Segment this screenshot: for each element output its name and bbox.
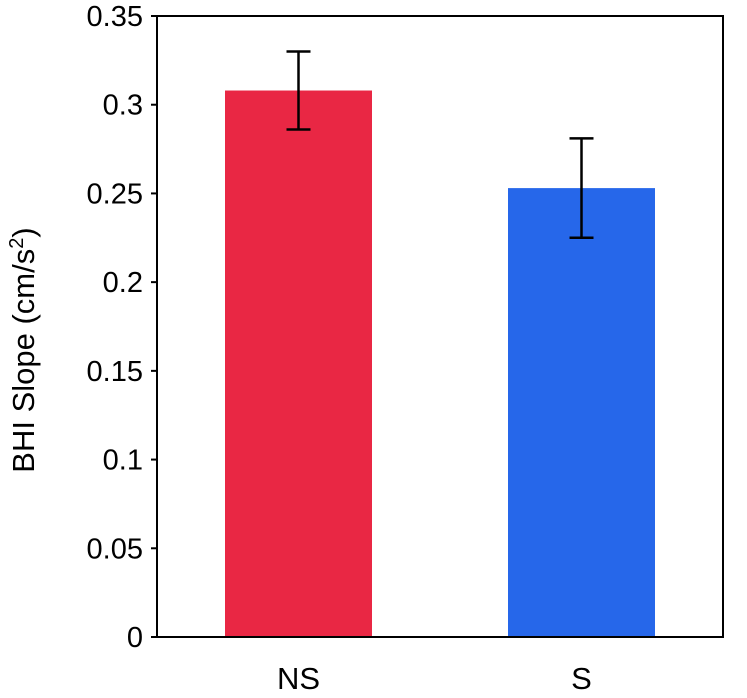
y-tick-label: 0.25: [87, 178, 143, 210]
y-tick-label: 0.1: [103, 445, 143, 477]
y-tick-label: 0: [127, 622, 143, 654]
plot-frame: [156, 15, 724, 638]
y-axis-title-superscript: 2: [6, 238, 28, 249]
x-category-label: NS: [277, 661, 320, 696]
bar-ns: [225, 90, 372, 637]
y-tick-label: 0.15: [87, 356, 143, 388]
y-tick-label: 0.3: [103, 90, 143, 122]
x-category-label: S: [571, 661, 592, 696]
bar-s: [508, 188, 655, 637]
y-tick-label: 0.05: [87, 533, 143, 565]
y-axis-title: BHI Slope (cm/s2): [6, 227, 41, 472]
y-tick-label: 0.2: [103, 267, 143, 299]
y-tick-label: 0.35: [87, 1, 143, 33]
